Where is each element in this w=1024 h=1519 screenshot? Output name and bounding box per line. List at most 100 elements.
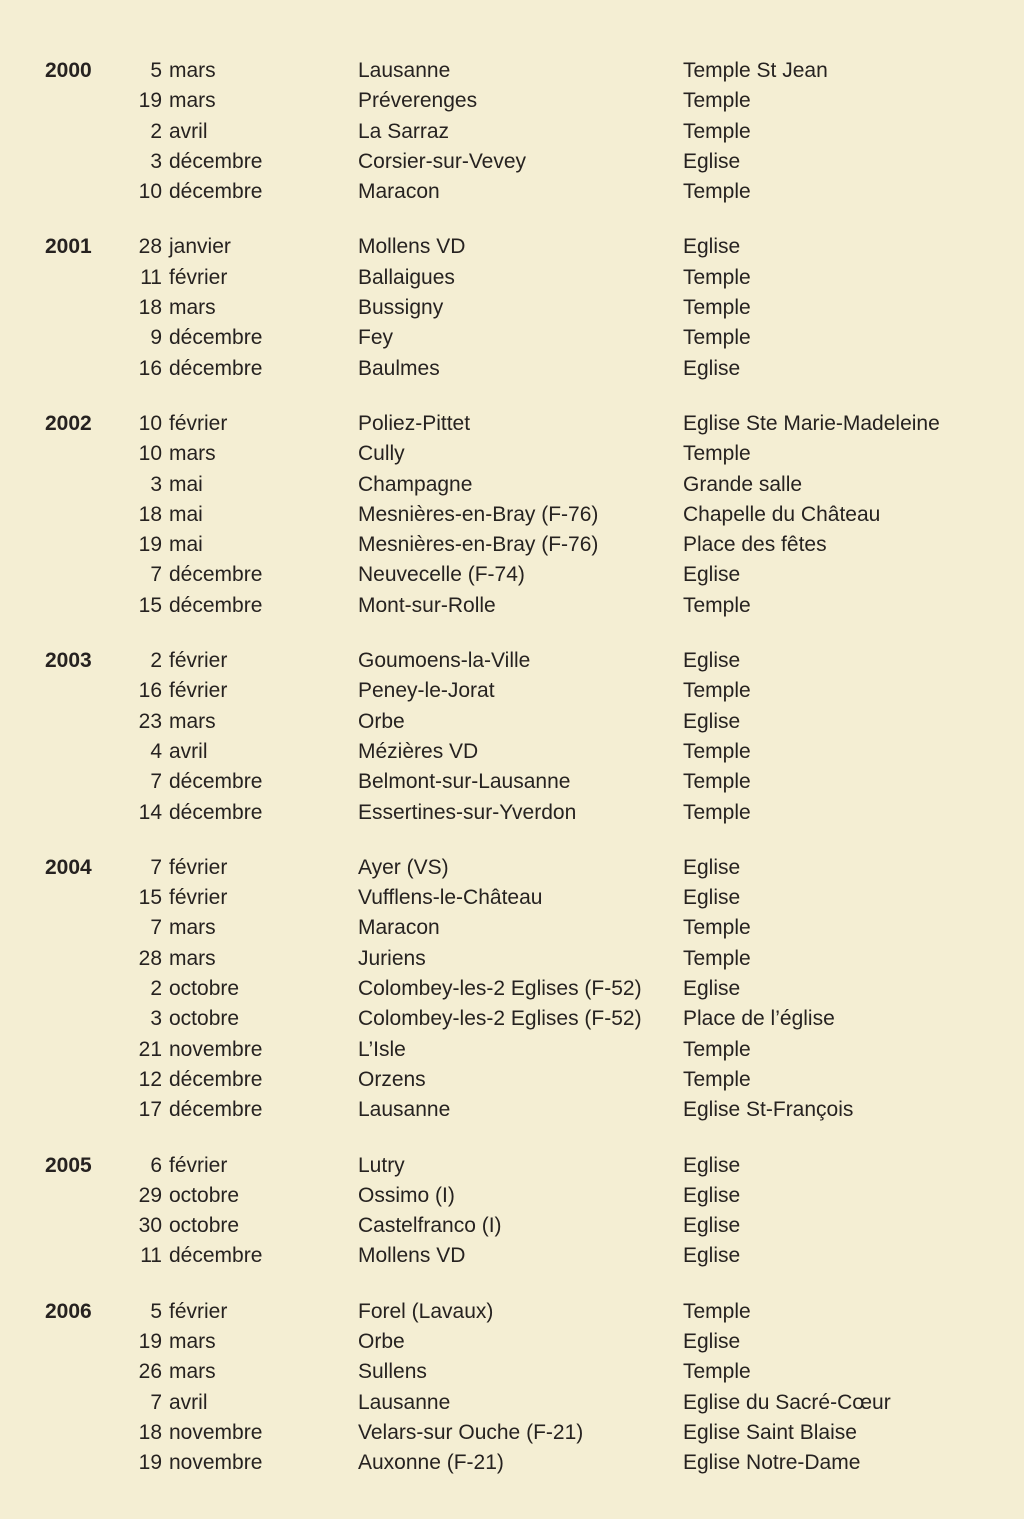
year-label [45, 1181, 137, 1211]
event-day: 4 [150, 739, 162, 763]
schedule-row: 16 décembre Baulmes Eglise [45, 354, 994, 384]
event-place: Corsier-sur-Vevey [358, 149, 527, 173]
event-month: décembre [169, 563, 263, 587]
event-day: 16 [138, 679, 162, 703]
event-month: avril [169, 119, 208, 143]
event-day: 19 [138, 533, 162, 557]
schedule-row: 19 mars Orbe Eglise [45, 1327, 994, 1357]
year-label [45, 707, 137, 737]
event-venue: Eglise [683, 1153, 741, 1177]
year-label [45, 147, 137, 177]
event-place: Juriens [358, 946, 426, 970]
event-venue: Temple [683, 265, 751, 289]
event-place: Mesnières-en-Bray (F-76) [358, 502, 599, 526]
event-day: 6 [150, 1153, 162, 1177]
year-label [45, 263, 137, 293]
year-section-2003: 2003 2 février Goumoens-la-Ville Eglise 16 fév… [45, 646, 994, 828]
event-place: Lausanne [358, 1098, 451, 1122]
event-month: février [169, 1299, 228, 1323]
event-venue: Eglise [683, 149, 741, 173]
event-month: janvier [169, 235, 231, 259]
event-place: Poliez-Pittet [358, 411, 471, 435]
event-date: 18 mai [137, 500, 358, 530]
event-date: 17 décembre [137, 1095, 358, 1125]
event-place: Mesnières-en-Bray (F-76) [358, 533, 599, 557]
schedule-row: 2001 28 janvier Mollens VD Eglise [45, 232, 994, 262]
event-place: Bussigny [358, 296, 444, 320]
event-date: 23 mars [137, 707, 358, 737]
year-section-2006: 2006 5 février Forel (Lavaux) Temple 19 mars Or… [45, 1297, 994, 1479]
event-venue: Temple [683, 679, 751, 703]
event-place: Colombey-les-2 Eglises (F-52) [358, 977, 642, 1001]
event-month: mai [169, 502, 203, 526]
schedule-row: 2 avril La Sarraz Temple [45, 117, 994, 147]
schedule-row: 2004 7 février Ayer (VS) Eglise [45, 853, 994, 883]
schedule-row: 4 avril Mézières VD Temple [45, 737, 994, 767]
event-day: 23 [138, 709, 162, 733]
event-day: 7 [150, 563, 162, 587]
schedule-row: 19 mai Mesnières-en-Bray (F-76) Place des f… [45, 530, 994, 560]
event-date: 19 mars [137, 86, 358, 116]
event-place: Maracon [358, 180, 440, 204]
event-date: 7 décembre [137, 560, 358, 590]
event-month: décembre [169, 326, 263, 350]
event-month: décembre [169, 593, 263, 617]
event-month: novembre [169, 1037, 263, 1061]
event-venue: Temple [683, 770, 751, 794]
event-date: 2 février [137, 646, 358, 676]
event-date: 7 décembre [137, 767, 358, 797]
event-place: Ballaigues [358, 265, 455, 289]
year-label [45, 591, 137, 621]
schedule-row: 30 octobre Castelfranco (I) Eglise [45, 1211, 994, 1241]
event-day: 30 [138, 1214, 162, 1238]
event-day: 3 [150, 472, 162, 496]
event-date: 12 décembre [137, 1065, 358, 1095]
year-label [45, 944, 137, 974]
event-venue: Eglise [683, 563, 741, 587]
event-month: février [169, 855, 228, 879]
event-place: Peney-le-Jorat [358, 679, 495, 703]
event-venue: Temple [683, 1037, 751, 1061]
event-day: 11 [140, 1244, 162, 1268]
schedule-row: 2006 5 février Forel (Lavaux) Temple [45, 1297, 994, 1327]
event-month: décembre [169, 800, 263, 824]
event-venue: Eglise Ste Marie-Madeleine [683, 411, 940, 435]
year-section-2004: 2004 7 février Ayer (VS) Eglise 15 février Vuff… [45, 853, 994, 1126]
event-date: 30 octobre [137, 1211, 358, 1241]
event-place: Mont-sur-Rolle [358, 593, 496, 617]
year-label [45, 1004, 137, 1034]
event-place: Velars-sur Ouche (F-21) [358, 1420, 584, 1444]
event-place: Ayer (VS) [358, 855, 449, 879]
event-place: Orbe [358, 709, 405, 733]
event-date: 21 novembre [137, 1035, 358, 1065]
event-day: 26 [138, 1360, 162, 1384]
year-label [45, 1418, 137, 1448]
event-month: mars [169, 296, 216, 320]
event-venue: Eglise Notre-Dame [683, 1451, 861, 1475]
event-place: Lausanne [358, 59, 451, 82]
event-day: 18 [138, 1420, 162, 1444]
event-month: février [169, 649, 228, 673]
event-date: 19 novembre [137, 1448, 358, 1478]
event-date: 28 janvier [137, 232, 358, 262]
year-label: 2000 [45, 59, 92, 82]
event-venue: Temple [683, 89, 751, 113]
event-venue: Eglise [683, 649, 741, 673]
event-venue: Eglise [683, 855, 741, 879]
event-month: mars [169, 442, 216, 466]
event-month: avril [169, 739, 208, 763]
year-label [45, 1448, 137, 1478]
event-date: 15 décembre [137, 591, 358, 621]
event-venue: Temple [683, 296, 751, 320]
event-date: 4 avril [137, 737, 358, 767]
event-venue: Temple [683, 593, 751, 617]
schedule-row: 21 novembre L’Isle Temple [45, 1035, 994, 1065]
event-month: avril [169, 1390, 208, 1414]
event-venue: Eglise Saint Blaise [683, 1420, 857, 1444]
year-label [45, 1388, 137, 1418]
year-label [45, 1327, 137, 1357]
event-date: 26 mars [137, 1357, 358, 1387]
event-day: 3 [150, 1007, 162, 1031]
event-day: 12 [138, 1067, 162, 1091]
year-label [45, 1241, 137, 1271]
